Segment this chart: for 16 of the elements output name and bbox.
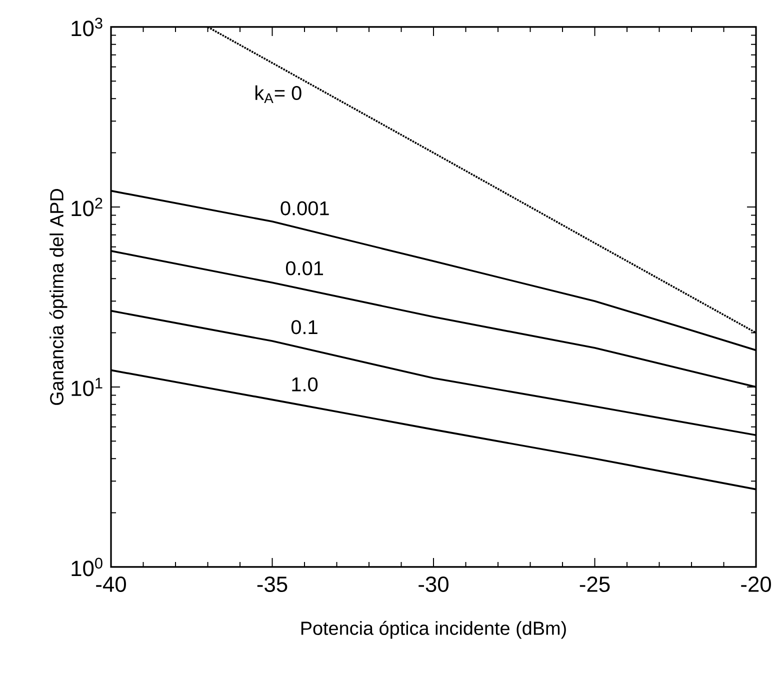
series-label: k$_{A}$= 0 (255, 85, 302, 103)
series-label: 0.1 (291, 320, 318, 334)
x-tick-label: -30 (418, 576, 448, 592)
y-tick-label: 10$^{3}$ (72, 18, 102, 36)
y-tick-label: 10$^{0}$ (72, 558, 102, 576)
x-tick-label: -20 (741, 576, 771, 592)
y-tick-label: 10$^{1}$ (72, 378, 102, 396)
series-label: 0.01 (286, 261, 324, 276)
series-label: 1.0 (292, 377, 318, 392)
y-axis-title: Ganancia óptima del APD (49, 189, 68, 405)
x-tick-label: -35 (257, 576, 288, 592)
y-tick-label: 10$^{2}$ (72, 198, 102, 216)
x-tick-label: -25 (580, 576, 610, 592)
series-label: 0.001 (280, 201, 329, 216)
x-axis-title: Potencia óptica incidente (dBm) (301, 620, 566, 639)
x-tick-label: -40 (96, 576, 126, 592)
